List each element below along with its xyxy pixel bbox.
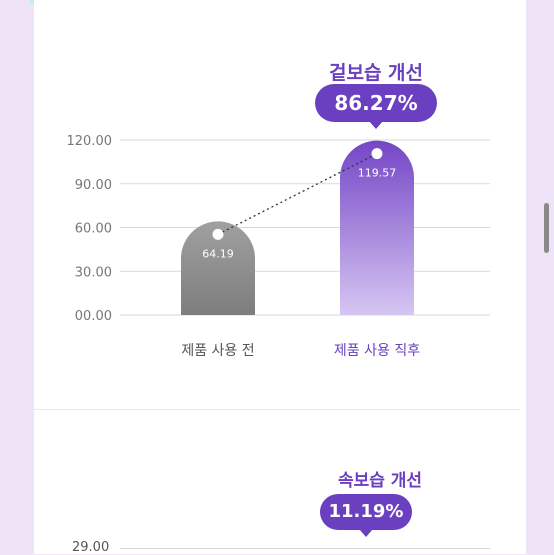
chart2-heading: 속보습 개선 xyxy=(337,471,423,491)
chart1-point-marker xyxy=(212,228,224,240)
chart1-y-tick-label: 30.00 xyxy=(75,265,112,280)
chart1-point-marker xyxy=(371,148,383,160)
chart1-heading: 겉보습 개선 xyxy=(328,62,424,84)
chart1-value-label: 119.57 xyxy=(358,167,397,180)
chart2-improvement-badge: 11.19% xyxy=(320,494,412,537)
chart1-x-tick-label: 제품 사용 직후 xyxy=(334,343,420,359)
chart1-y-axis: 00.00 30.00 60.00 90.00 120.00 xyxy=(67,134,113,324)
chart1-x-tick-label: 제품 사용 전 xyxy=(181,343,254,359)
chart1-y-tick-label: 00.00 xyxy=(75,309,112,324)
chart1-x-axis: 제품 사용 전 제품 사용 직후 xyxy=(181,343,420,359)
chart2-y-tick: 29.00 xyxy=(72,540,110,555)
content-card xyxy=(34,0,526,554)
section-divider xyxy=(34,409,520,410)
chart1-gridlines xyxy=(120,139,490,316)
chart1-value-label: 64.19 xyxy=(202,247,234,260)
chart1-y-tick-label: 90.00 xyxy=(75,178,112,193)
chart1-improvement-badge: 86.27% xyxy=(315,84,437,129)
chart1-bars: 64.19 119.57 xyxy=(181,140,414,315)
scrollbar-thumb[interactable] xyxy=(544,203,549,253)
chart1-bar xyxy=(181,221,255,315)
chart2-gridline xyxy=(120,548,490,549)
chart1-y-tick-label: 60.00 xyxy=(75,222,112,237)
chart1-bar xyxy=(340,140,414,315)
chart1-y-tick-label: 120.00 xyxy=(67,134,113,149)
chart1-svg: 00.00 30.00 60.00 90.00 120.00 64.19 119.57 제… xyxy=(67,134,490,359)
